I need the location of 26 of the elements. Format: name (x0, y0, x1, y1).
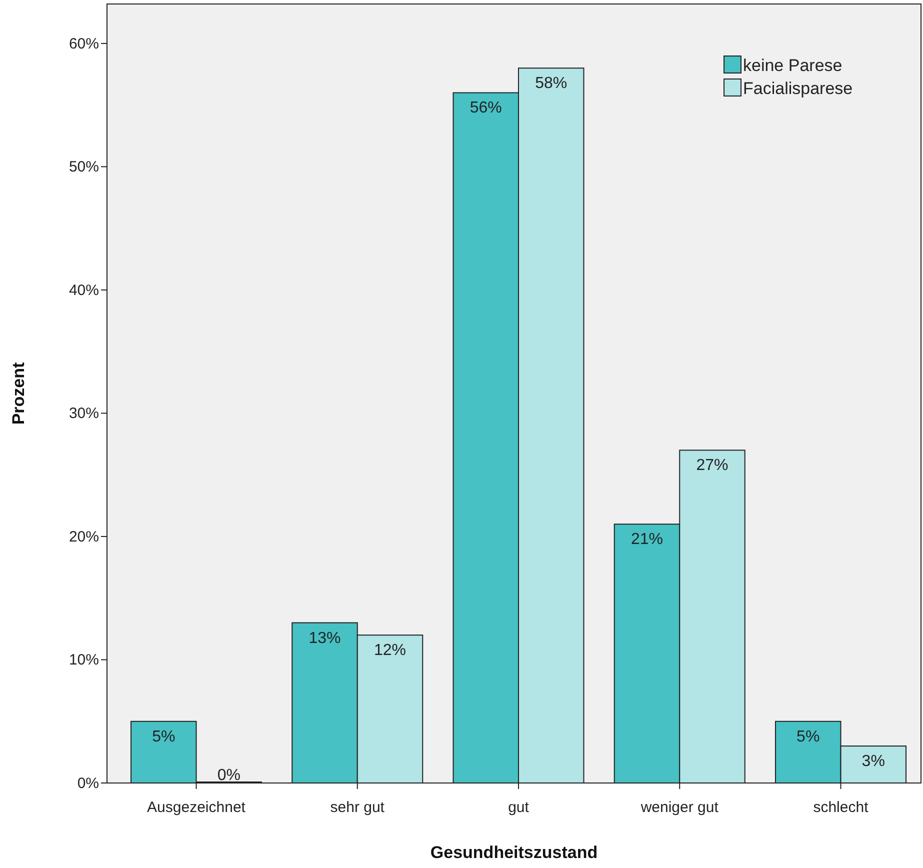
data-label: 5% (152, 728, 176, 746)
data-label: 3% (862, 753, 885, 770)
data-label: 56% (470, 100, 502, 117)
data-label: 0% (217, 767, 240, 784)
x-tick-label: weniger gut (640, 799, 720, 816)
x-tick-label: sehr gut (330, 799, 386, 816)
y-tick-label: 20% (68, 528, 99, 546)
data-label: 13% (308, 630, 341, 647)
y-tick-label: 60% (68, 35, 99, 52)
x-axis-title: Gesundheitszustand (430, 843, 598, 862)
y-tick-label: 0% (77, 775, 99, 792)
x-tick-label: gut (508, 799, 530, 816)
data-label: 5% (796, 728, 820, 746)
y-tick-label: 40% (68, 282, 99, 299)
y-axis-title: Prozent (9, 362, 28, 425)
data-label: 58% (535, 75, 568, 92)
x-tick-label: Ausgezeichnet (147, 799, 246, 816)
data-label: 21% (630, 531, 664, 548)
y-tick-label: 50% (68, 158, 99, 176)
y-tick-label: 30% (68, 405, 99, 422)
data-label: 12% (374, 642, 406, 660)
y-tick-label: 10% (68, 652, 99, 669)
legend-label: keine Parese (743, 56, 842, 75)
legend-label: Facialisparese (743, 79, 853, 98)
data-label: 27% (696, 457, 728, 474)
x-tick-label: schlecht (813, 799, 870, 816)
